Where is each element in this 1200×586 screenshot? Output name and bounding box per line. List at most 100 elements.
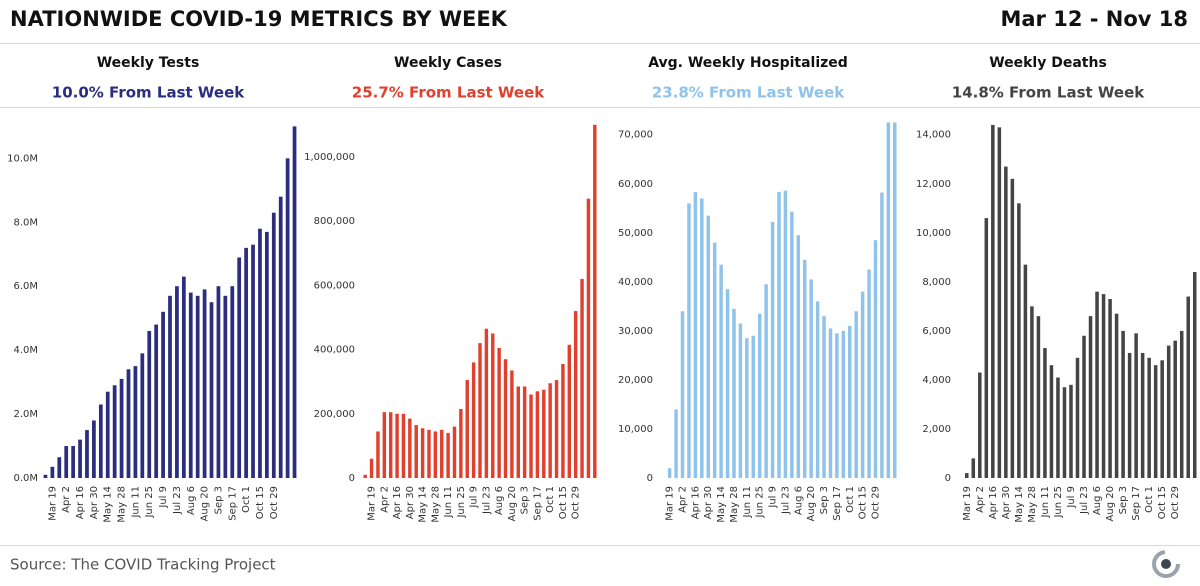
x-tick-label: Apr 30 bbox=[703, 486, 714, 519]
x-tick-label: Sep 3 bbox=[213, 486, 224, 514]
x-tick-label: Apr 16 bbox=[75, 486, 86, 519]
bar bbox=[687, 203, 691, 478]
x-tick-label: Jul 23 bbox=[780, 486, 791, 515]
x-tick-label: Aug 20 bbox=[507, 486, 518, 521]
bar bbox=[147, 330, 152, 478]
bar bbox=[1186, 296, 1190, 478]
bar bbox=[112, 385, 117, 478]
x-tick-label: May 28 bbox=[430, 486, 441, 523]
x-tick-label: Apr 2 bbox=[379, 486, 390, 513]
x-tick-label: Oct 15 bbox=[858, 486, 869, 519]
x-tick-label: May 14 bbox=[103, 486, 114, 523]
bar bbox=[777, 192, 781, 479]
bar bbox=[1049, 365, 1054, 478]
bar bbox=[92, 420, 96, 478]
date-range: Mar 12 - Nov 18 bbox=[1000, 7, 1188, 31]
bar bbox=[264, 231, 269, 478]
x-tick-label: Oct 29 bbox=[870, 486, 881, 519]
bar bbox=[674, 409, 678, 478]
bar bbox=[471, 362, 476, 478]
y-tick-label: 600,000 bbox=[314, 280, 355, 291]
bar bbox=[1043, 348, 1047, 478]
y-tick-label: 0 bbox=[647, 473, 653, 484]
bar bbox=[1140, 352, 1145, 478]
bar bbox=[1056, 377, 1060, 478]
bar bbox=[408, 418, 412, 478]
bar bbox=[978, 372, 982, 478]
bar bbox=[738, 323, 743, 478]
bar bbox=[971, 458, 976, 478]
x-tick-label: Jun 11 bbox=[1040, 486, 1051, 519]
x-tick-label: Oct 1 bbox=[241, 486, 252, 513]
panel-title: Weekly Cases bbox=[394, 55, 502, 71]
bar bbox=[1062, 387, 1067, 478]
bar bbox=[586, 198, 591, 478]
bar bbox=[175, 286, 179, 478]
bar bbox=[202, 289, 207, 478]
bar bbox=[446, 433, 450, 478]
bar bbox=[706, 215, 710, 479]
bar bbox=[78, 439, 82, 478]
bar bbox=[491, 333, 495, 478]
bar bbox=[802, 259, 807, 478]
y-tick-label: 400,000 bbox=[314, 345, 355, 356]
bar bbox=[57, 457, 62, 478]
bar bbox=[841, 330, 846, 478]
bar bbox=[693, 192, 698, 479]
bar bbox=[1121, 330, 1125, 478]
bar bbox=[161, 311, 165, 478]
x-tick-label: Jun 25 bbox=[456, 486, 467, 519]
x-tick-label: Mar 19 bbox=[665, 486, 676, 521]
bar bbox=[478, 343, 482, 478]
x-tick-label: Oct 29 bbox=[1170, 486, 1181, 519]
bar bbox=[873, 240, 878, 478]
bar bbox=[414, 425, 418, 478]
bar bbox=[133, 366, 138, 478]
bar bbox=[140, 353, 145, 478]
bar bbox=[223, 295, 228, 478]
x-tick-label: Sep 17 bbox=[832, 486, 843, 521]
bar bbox=[43, 474, 48, 478]
bar bbox=[535, 391, 540, 478]
bar bbox=[815, 301, 820, 478]
panel-title: Weekly Tests bbox=[97, 55, 200, 71]
x-tick-label: Sep 17 bbox=[1131, 486, 1142, 521]
page-title: NATIONWIDE COVID-19 METRICS BY WEEK bbox=[10, 7, 508, 31]
bar bbox=[1114, 313, 1119, 478]
x-tick-label: Apr 30 bbox=[1001, 486, 1012, 519]
bar bbox=[542, 389, 546, 478]
x-tick-label: Aug 20 bbox=[806, 486, 817, 521]
y-tick-label: 40,000 bbox=[618, 277, 653, 288]
bar bbox=[867, 269, 871, 478]
y-tick-label: 0 bbox=[349, 473, 355, 484]
bar bbox=[1173, 340, 1177, 478]
bar bbox=[1127, 352, 1132, 478]
panel-title: Weekly Deaths bbox=[989, 55, 1107, 71]
bar bbox=[181, 276, 186, 478]
x-tick-label: Mar 19 bbox=[47, 486, 58, 521]
x-tick-label: Sep 17 bbox=[227, 486, 238, 521]
bar bbox=[770, 222, 775, 478]
bar bbox=[98, 404, 103, 478]
y-tick-label: 10,000 bbox=[618, 424, 653, 435]
source-note: Source: The COVID Tracking Project bbox=[10, 556, 276, 574]
y-tick-label: 800,000 bbox=[314, 216, 355, 227]
y-tick-label: 200,000 bbox=[314, 409, 355, 420]
bar bbox=[573, 311, 578, 478]
bar bbox=[828, 328, 833, 478]
bar bbox=[258, 228, 262, 478]
bar bbox=[1069, 384, 1073, 478]
x-tick-label: May 14 bbox=[716, 486, 727, 523]
bar bbox=[751, 335, 756, 478]
bar bbox=[886, 122, 891, 478]
bar bbox=[71, 446, 76, 478]
bar bbox=[497, 347, 501, 478]
x-tick-label: Aug 20 bbox=[1105, 486, 1116, 521]
bar bbox=[790, 211, 794, 478]
bar bbox=[420, 428, 425, 478]
bar bbox=[395, 413, 399, 478]
x-tick-label: May 28 bbox=[1027, 486, 1038, 523]
bar bbox=[278, 196, 283, 478]
bar bbox=[809, 279, 813, 478]
y-tick-label: 6.0M bbox=[13, 281, 38, 292]
